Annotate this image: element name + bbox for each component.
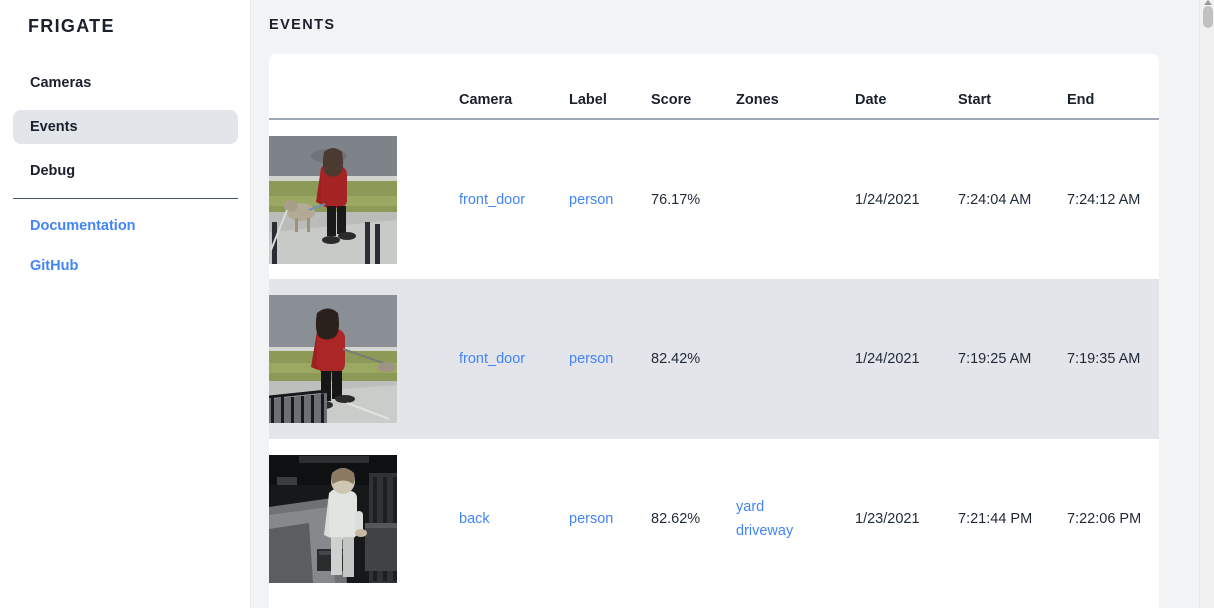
column-header-date: Date <box>855 54 958 120</box>
sidebar-separator <box>13 198 238 199</box>
event-date-cell: 1/24/2021 <box>855 119 958 279</box>
sidebar-nav: Cameras Events Debug Documentation GitHu… <box>0 66 251 291</box>
event-start-cell: 7:24:04 AM <box>958 119 1067 279</box>
event-label-cell: person <box>569 439 651 599</box>
event-date-cell: 1/23/2021 <box>855 439 958 599</box>
events-table: Camera Label Score Zones Date Start End <box>269 54 1159 599</box>
event-start-cell: 7:19:25 AM <box>958 279 1067 439</box>
event-end-cell: 7:22:06 PM <box>1067 439 1159 599</box>
event-score-cell: 76.17% <box>651 119 736 279</box>
sidebar-link-documentation[interactable]: Documentation <box>30 218 136 234</box>
column-header-camera: Camera <box>459 54 569 120</box>
event-end-value: 7:22:06 PM <box>1067 511 1142 527</box>
events-card: Camera Label Score Zones Date Start End <box>269 54 1159 608</box>
event-camera-cell: front_door <box>459 279 569 439</box>
event-label-link[interactable]: person <box>569 191 614 208</box>
event-thumbnail-cell[interactable] <box>269 119 459 279</box>
event-zones-cell <box>736 279 855 439</box>
event-start-cell: 7:21:44 PM <box>958 439 1067 599</box>
sidebar-item-debug[interactable]: Debug <box>30 163 76 179</box>
column-header-start: Start <box>958 54 1067 120</box>
event-end-value: 7:24:12 AM <box>1067 191 1141 208</box>
event-thumbnail-image[interactable] <box>269 135 397 264</box>
events-table-body: front_door person 76.17% 1/24/2021 <box>269 119 1159 599</box>
event-thumbnail-image[interactable] <box>269 455 397 583</box>
event-zones-cell: yard driveway <box>736 439 855 599</box>
event-zones-cell <box>736 119 855 279</box>
event-start-value: 7:19:25 AM <box>958 351 1032 367</box>
sidebar-item-cameras[interactable]: Cameras <box>30 75 92 91</box>
table-row[interactable]: front_door person 76.17% 1/24/2021 <box>269 119 1159 279</box>
event-camera-cell: back <box>459 439 569 599</box>
column-header-zones: Zones <box>736 54 855 120</box>
event-score-value: 82.42% <box>651 351 701 367</box>
table-header-row: Camera Label Score Zones Date Start End <box>269 54 1159 120</box>
column-header-end: End <box>1067 54 1159 120</box>
event-date-value: 1/24/2021 <box>855 351 920 367</box>
events-table-header: Camera Label Score Zones Date Start End <box>269 54 1159 120</box>
event-score-value: 82.62% <box>651 511 701 527</box>
event-thumbnail-image[interactable] <box>269 295 397 423</box>
event-date-value: 1/23/2021 <box>855 511 920 527</box>
thumbnail-daytime-dog-walk-icon <box>269 135 397 264</box>
event-camera-cell: front_door <box>459 119 569 279</box>
column-header-thumbnail <box>269 54 459 120</box>
column-header-label: Label <box>569 54 651 120</box>
table-row[interactable]: front_door person 82.42% 1/24/2021 <box>269 279 1159 439</box>
event-label-link[interactable]: person <box>569 511 614 527</box>
sidebar-item-events[interactable]: Events <box>13 110 238 144</box>
event-camera-link[interactable]: front_door <box>459 351 526 367</box>
event-camera-link[interactable]: back <box>459 511 490 527</box>
event-end-value: 7:19:35 AM <box>1067 351 1141 367</box>
event-thumbnail-cell[interactable] <box>269 439 459 599</box>
event-start-value: 7:21:44 PM <box>958 511 1033 527</box>
event-camera-link[interactable]: front_door <box>459 191 526 208</box>
page-title: EVENTS <box>269 17 336 33</box>
thumbnail-night-infrared-person-icon <box>269 455 397 583</box>
event-zone-link-yard[interactable]: yard <box>736 499 765 515</box>
event-zone-link-driveway[interactable]: driveway <box>736 523 794 539</box>
thumbnail-daytime-person-leash-icon <box>269 295 397 423</box>
event-label-cell: person <box>569 119 651 279</box>
sidebar-link-github[interactable]: GitHub <box>30 258 79 274</box>
table-row[interactable]: back person 82.62% yard driveway <box>269 439 1159 599</box>
event-end-cell: 7:24:12 AM <box>1067 119 1159 279</box>
event-score-cell: 82.42% <box>651 279 736 439</box>
sidebar: FRIGATE Cameras Events Debug Documentati… <box>0 0 251 608</box>
event-label-link[interactable]: person <box>569 351 614 367</box>
main-content: EVENTS Camera Label Score Zones Date Sta… <box>251 0 1214 608</box>
event-end-cell: 7:19:35 AM <box>1067 279 1159 439</box>
event-thumbnail-cell[interactable] <box>269 279 459 439</box>
vertical-scrollbar-track[interactable] <box>1199 0 1214 608</box>
sidebar-divider <box>250 0 251 608</box>
event-score-cell: 82.62% <box>651 439 736 599</box>
scroll-up-arrow-icon[interactable] <box>1204 0 1212 5</box>
app-brand-title: FRIGATE <box>28 16 115 36</box>
vertical-scrollbar-thumb[interactable] <box>1203 6 1213 28</box>
event-start-value: 7:24:04 AM <box>958 191 1032 208</box>
event-score-value: 76.17% <box>651 191 701 208</box>
event-date-cell: 1/24/2021 <box>855 279 958 439</box>
event-date-value: 1/24/2021 <box>855 191 920 208</box>
event-label-cell: person <box>569 279 651 439</box>
column-header-score: Score <box>651 54 736 120</box>
